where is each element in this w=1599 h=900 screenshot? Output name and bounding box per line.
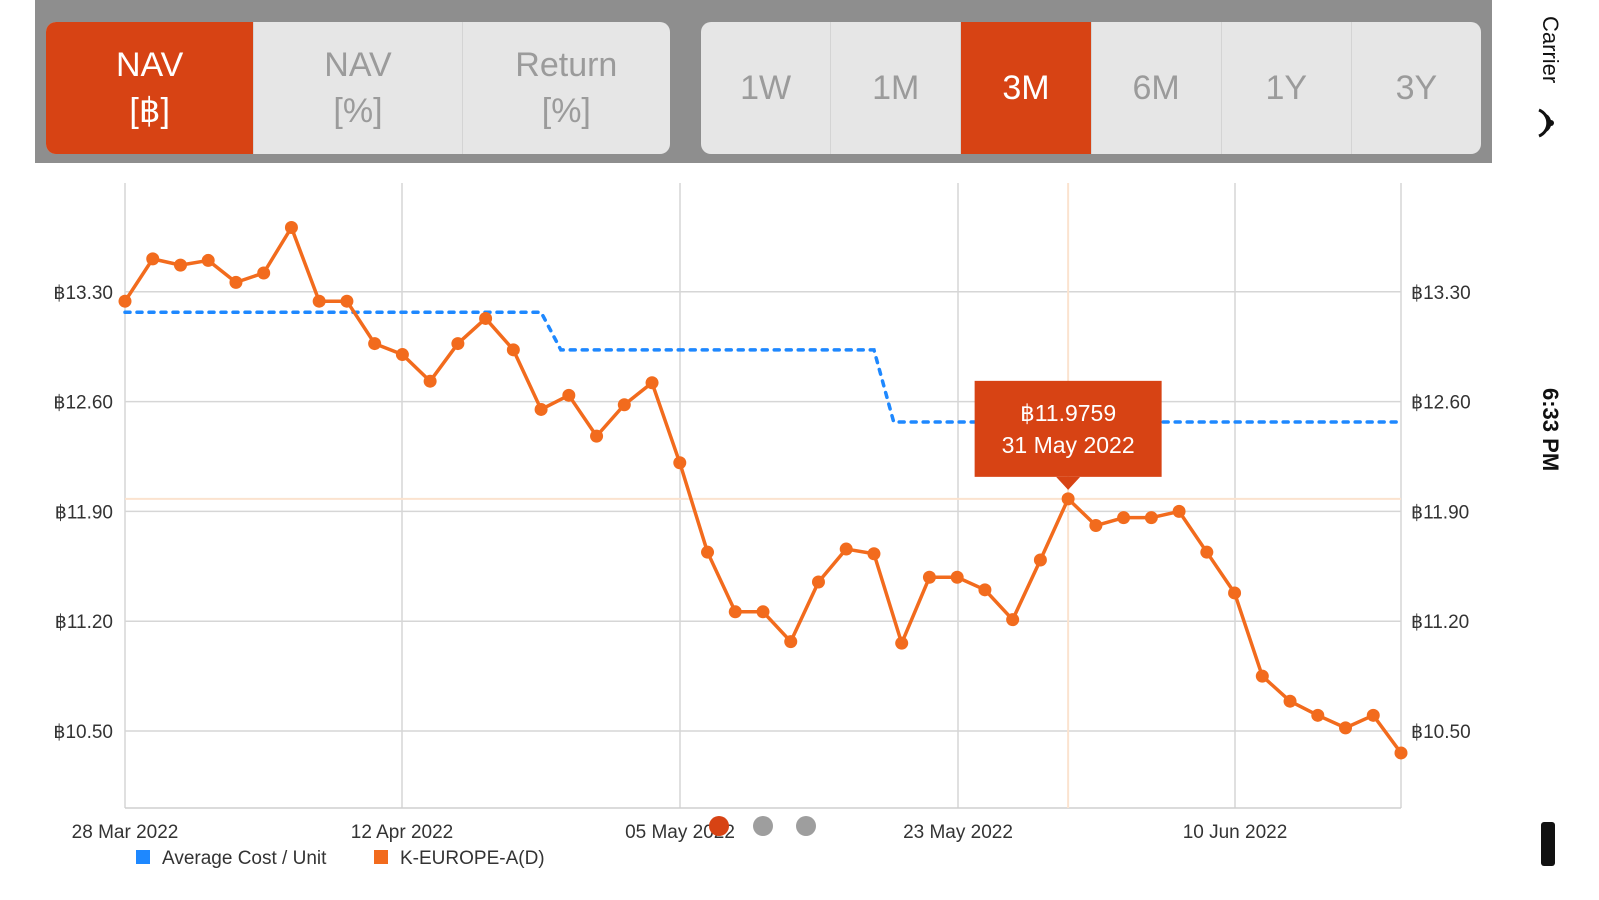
time-range-segmented-control: 1W 1M 3M 6M 1Y 3Y	[701, 22, 1481, 154]
nav-point	[811, 575, 825, 589]
nav-point	[1255, 669, 1269, 683]
range-tab-1y[interactable]: 1Y	[1222, 22, 1352, 154]
page-dot[interactable]	[709, 816, 729, 836]
range-tab-3y[interactable]: 3Y	[1395, 69, 1438, 107]
nav-point	[562, 388, 576, 402]
nav-point	[1006, 613, 1020, 627]
legend-swatch-average-cost	[136, 850, 150, 864]
tab-nav-baht[interactable]: NAV [฿]	[46, 22, 255, 154]
x-tick-label: 23 May 2022	[903, 822, 1013, 843]
chart-tooltip: ฿11.9759 31 May 2022	[974, 380, 1162, 490]
tooltip-value: ฿11.9759	[1020, 400, 1116, 426]
nav-point	[784, 635, 798, 649]
nav-point	[284, 220, 298, 234]
nav-point	[201, 253, 215, 267]
x-tick-label: 28 Mar 2022	[72, 822, 179, 843]
y-tick-label-left: ฿13.30	[53, 283, 113, 304]
nav-point	[617, 398, 631, 412]
nav-point	[728, 605, 742, 619]
page-dot[interactable]	[753, 816, 773, 836]
nav-point	[1366, 708, 1380, 722]
x-tick-label: 05 May 2022	[625, 822, 735, 843]
range-tab-3m[interactable]: 3M	[961, 22, 1092, 154]
nav-point	[1172, 504, 1186, 518]
y-tick-label-left: ฿10.50	[53, 722, 113, 743]
legend-label-nav: K-EUROPE-A(D)	[400, 848, 545, 869]
nav-point	[1339, 721, 1353, 735]
y-tick-label-right: ฿12.60	[1411, 393, 1471, 414]
page-dot[interactable]	[796, 816, 816, 836]
nav-point	[922, 570, 936, 584]
nav-point	[395, 348, 409, 362]
nav-point	[451, 337, 465, 351]
range-tab-1m[interactable]: 1M	[831, 22, 962, 154]
nav-point	[1117, 511, 1131, 525]
y-tick-label-right: ฿11.90	[1411, 502, 1469, 523]
y-tick-label-right: ฿10.50	[1411, 722, 1471, 743]
nav-point	[118, 294, 132, 308]
tab-return-percent[interactable]: Return [%]	[515, 46, 618, 130]
range-tab-6m[interactable]: 6M	[1092, 22, 1222, 154]
nav-point	[673, 456, 687, 470]
tooltip-pointer	[1056, 476, 1081, 490]
nav-point	[867, 547, 881, 561]
legend-label-average-cost: Average Cost / Unit	[162, 848, 327, 869]
nav-point	[1283, 694, 1297, 708]
legend-swatch-nav	[374, 850, 388, 864]
nav-point	[257, 266, 271, 280]
nav-point	[978, 583, 992, 597]
nav-point	[1033, 553, 1047, 567]
nav-point	[423, 374, 437, 388]
status-bar: Carrier 6:33 PM	[1530, 0, 1599, 900]
battery-icon	[1541, 822, 1555, 866]
nav-point	[534, 402, 548, 416]
nav-point	[1394, 746, 1408, 760]
chart-toolbar: NAV [฿] NAV [%] Return [%] 1W 1M 3M 6M 1Y 3Y	[35, 0, 1492, 163]
axis-ticks: ฿13.30 ฿13.30 ฿12.60 ฿12.60 ฿11.90 ฿11.90 ฿11.…	[53, 283, 1470, 843]
nav-point	[506, 343, 520, 357]
nav-point	[950, 570, 964, 584]
y-tick-label-right: ฿11.20	[1411, 612, 1469, 633]
x-tick-label: 10 Jun 2022	[1183, 822, 1288, 843]
nav-point	[895, 636, 909, 650]
wifi-icon	[1538, 108, 1554, 138]
nav-point	[1061, 492, 1075, 506]
chart-legend: Average Cost / Unit K-EUROPE-A(D)	[136, 848, 545, 869]
nav-point	[756, 605, 770, 619]
nav-point	[839, 542, 853, 556]
y-tick-label-left: ฿11.20	[55, 612, 113, 633]
page-indicator	[709, 816, 816, 836]
tooltip-date: 31 May 2022	[1002, 432, 1135, 458]
chart-grid	[124, 183, 1402, 809]
nav-point	[701, 545, 715, 559]
nav-point	[479, 311, 493, 325]
nav-point	[1144, 511, 1158, 525]
nav-point	[229, 275, 243, 289]
nav-point	[1089, 519, 1103, 533]
nav-point	[1311, 708, 1325, 722]
view-mode-segmented-control: NAV [฿] NAV [%] Return [%]	[46, 22, 670, 154]
average-cost-line	[123, 310, 1403, 424]
nav-point	[1200, 545, 1214, 559]
tooltip-box	[974, 380, 1162, 477]
nav-point	[173, 258, 187, 272]
nav-point	[146, 252, 160, 266]
nav-point	[590, 429, 604, 443]
nav-point	[368, 337, 382, 351]
range-tab-1w[interactable]: 1W	[701, 22, 832, 154]
x-tick-label: 12 Apr 2022	[351, 822, 453, 843]
nav-point	[312, 294, 326, 308]
chart-series	[118, 220, 1408, 760]
nav-point	[1228, 586, 1242, 600]
y-tick-label-right: ฿13.30	[1411, 283, 1471, 304]
y-tick-label-left: ฿12.60	[53, 393, 113, 414]
nav-point	[645, 376, 659, 390]
tab-nav-percent[interactable]: NAV [%]	[254, 22, 463, 154]
nav-point	[340, 294, 354, 308]
y-tick-label-left: ฿11.90	[55, 502, 113, 523]
